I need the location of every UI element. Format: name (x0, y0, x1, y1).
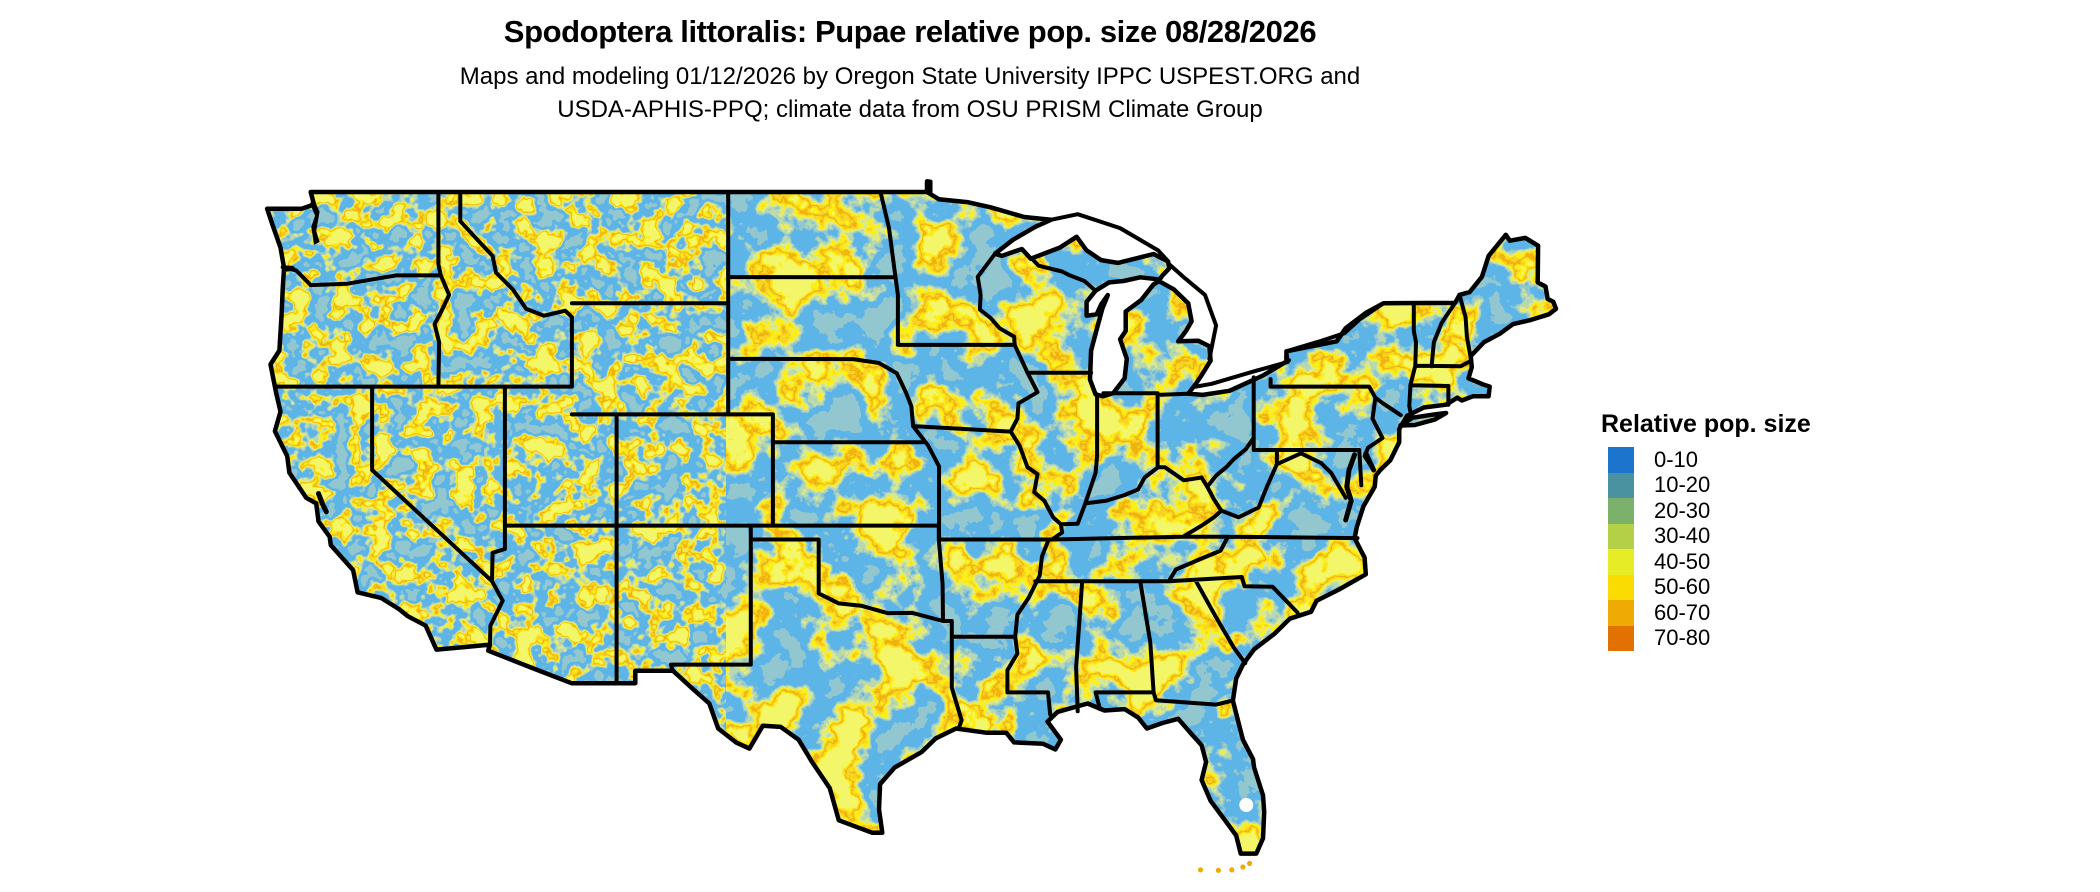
legend-label: 40-50 (1654, 548, 1711, 574)
legend-swatch (1608, 625, 1634, 651)
legend-item: 70-80 (1601, 625, 1811, 651)
florida-keys-dot (1215, 867, 1221, 873)
puget-sound (310, 197, 320, 245)
subtitle-line-1: Maps and modeling 01/12/2026 by Oregon S… (459, 63, 1361, 90)
page-subtitle: Maps and modeling 01/12/2026 by Oregon S… (260, 60, 1560, 126)
legend-swatch (1608, 600, 1634, 626)
page-title: Spodoptera littoralis: Pupae relative po… (503, 14, 1317, 49)
legend-swatch (1608, 472, 1634, 498)
legend-item: 30-40 (1601, 523, 1811, 549)
florida-keys-dot (1229, 867, 1235, 873)
legend-label: 50-60 (1654, 574, 1711, 600)
florida-keys-dot (1240, 864, 1246, 870)
legend-item: 0-10 (1601, 447, 1811, 473)
legend-item: 20-30 (1601, 498, 1811, 524)
subtitle-line-2: USDA-APHIS-PPQ; climate data from OSU PR… (557, 96, 1263, 123)
legend-label: 0-10 (1654, 446, 1699, 472)
state-borders (272, 190, 1473, 729)
legend-label: 70-80 (1654, 625, 1711, 651)
legend-item: 40-50 (1601, 549, 1811, 575)
legend-item: 50-60 (1601, 574, 1811, 600)
legend-label: 60-70 (1654, 599, 1711, 625)
bays-water-lines (316, 450, 1377, 523)
legend-item: 10-20 (1601, 472, 1811, 498)
florida-keys-dot (1197, 867, 1204, 873)
lake-okeechobee (1239, 798, 1254, 812)
legend-label: 10-20 (1654, 472, 1711, 498)
legend-item: 60-70 (1601, 600, 1811, 626)
legend: Relative pop. size 0-10 10-20 20-30 30-40 40… (1601, 410, 1811, 651)
legend-label: 20-30 (1654, 497, 1711, 523)
legend-swatch (1608, 523, 1634, 549)
legend-title: Relative pop. size (1601, 410, 1811, 438)
population-raster (267, 181, 1557, 854)
legend-swatch (1608, 549, 1634, 575)
legend-swatch (1608, 574, 1634, 600)
legend-swatch (1608, 447, 1634, 473)
us-outline (264, 179, 1559, 856)
legend-label: 30-40 (1654, 523, 1711, 549)
legend-swatch (1608, 498, 1634, 524)
legend-items: 0-10 10-20 20-30 30-40 40-50 50-60 60-70 70-80 (1601, 447, 1811, 651)
florida-keys-dot (1247, 860, 1253, 867)
